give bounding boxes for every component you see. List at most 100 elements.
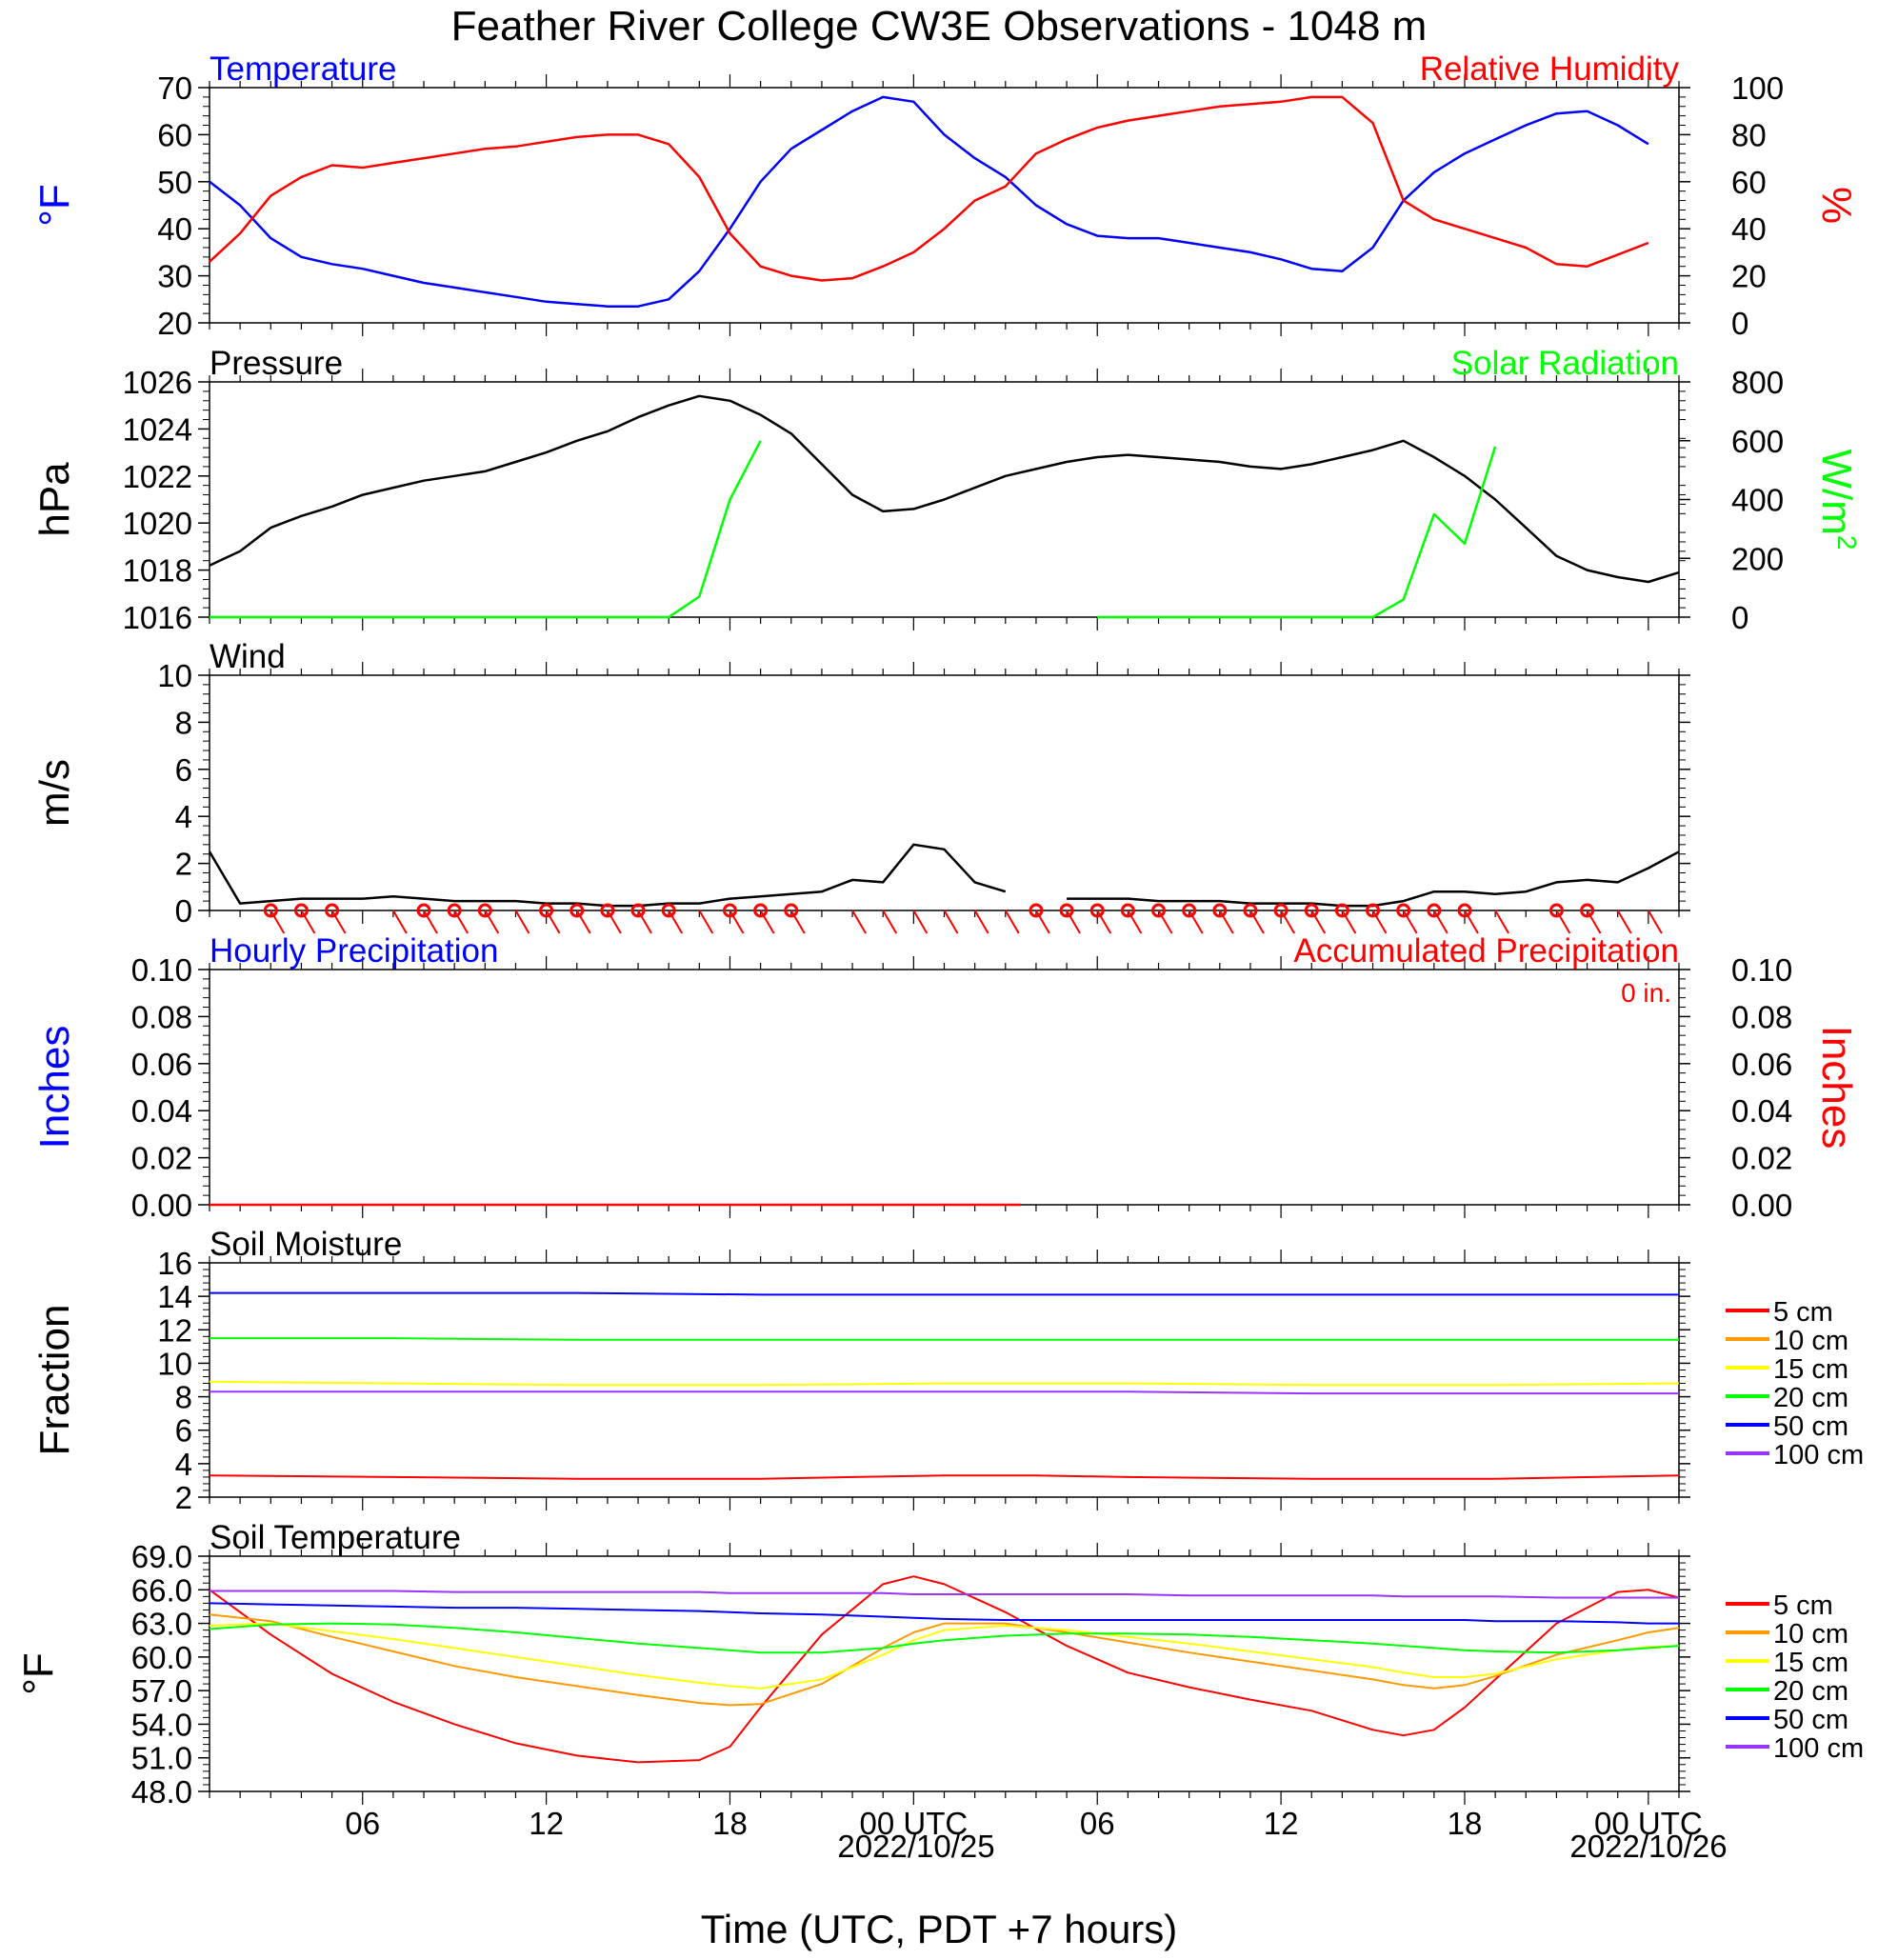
- wind-barb: [668, 910, 684, 934]
- calm-wind-circle: [263, 903, 278, 918]
- wind-barb: [1157, 910, 1173, 934]
- wind-barb: [1341, 910, 1357, 934]
- soil_moisture-left-title: Soil Moisture: [210, 1226, 402, 1263]
- calm-wind-circle: [661, 903, 676, 918]
- soil_temperature-ytick-label: 69.0: [131, 1539, 192, 1574]
- pressure-ylabel: hPa: [31, 462, 78, 537]
- x-tick-label: 12: [1264, 1806, 1299, 1841]
- temperature-series-blue: [209, 95, 1649, 308]
- wind-barb: [1432, 910, 1448, 934]
- precipitation-ytick-label: 0.08: [131, 999, 192, 1034]
- legend-label: 15 cm: [1773, 1648, 1848, 1678]
- precipitation-left-title: Hourly Precipitation: [210, 932, 498, 970]
- wind-barb: [729, 910, 745, 934]
- wind-barb: [1188, 910, 1204, 934]
- legend-label: 10 cm: [1773, 1619, 1848, 1650]
- legend-label: 20 cm: [1773, 1383, 1848, 1413]
- temperature-ytick-label: 30: [157, 259, 192, 294]
- soil_temperature-series-red: [209, 1575, 1680, 1764]
- calm-wind-circle: [325, 903, 340, 918]
- soil_temperature-ylabel: °F: [15, 1652, 62, 1694]
- pressure-series-green: [210, 440, 1497, 619]
- soil_moisture-series-red: [209, 1474, 1680, 1480]
- legend-label: 5 cm: [1773, 1297, 1833, 1328]
- temperature-ytick-label: 60: [157, 117, 192, 152]
- temperature-y2label: %: [1813, 187, 1860, 224]
- precipitation-y2label-text: Inches: [1813, 1026, 1860, 1150]
- soil_moisture-ytick-label: 14: [157, 1279, 192, 1314]
- x-tick-label: 12: [529, 1806, 564, 1841]
- calm-wind-circle: [753, 903, 769, 918]
- pressure-ytick-label: 1020: [123, 506, 192, 541]
- soil_temperature-series-green: [209, 1622, 1680, 1654]
- wind-barb: [1402, 910, 1418, 934]
- calm-wind-circle: [1089, 903, 1105, 918]
- pressure-y2tick-label: 200: [1731, 541, 1784, 576]
- wind-barb: [851, 910, 867, 934]
- wind-barb: [270, 910, 286, 934]
- soil_moisture-ytick-label: 16: [157, 1246, 192, 1281]
- wind-barb: [1249, 910, 1265, 934]
- wind-barb: [759, 910, 775, 934]
- wind-ylabel: m/s: [31, 759, 78, 827]
- wind-barb: [912, 910, 929, 934]
- calm-wind-circle: [630, 903, 646, 918]
- date-label-2: 2022/10/26: [1569, 1829, 1727, 1864]
- pressure-y2tick-label: 400: [1731, 483, 1784, 518]
- wind-barb: [1647, 910, 1663, 934]
- calm-wind-circle: [1334, 903, 1349, 918]
- wind-ytick-label: 8: [175, 705, 192, 740]
- temperature-left-title: Temperature: [210, 50, 396, 88]
- precipitation-ytick-label: 0.10: [131, 952, 192, 988]
- temperature-y2label-text: %: [1813, 187, 1860, 224]
- wind-barb: [1035, 910, 1050, 934]
- temperature-ytick-label: 50: [157, 165, 192, 200]
- temperature-ytick-label: 40: [157, 211, 192, 247]
- x-axis-label: Time (UTC, PDT +7 hours): [701, 1907, 1178, 1951]
- wind-barb: [1218, 910, 1234, 934]
- pressure-ytick-label: 1024: [123, 411, 192, 447]
- soil_moisture-ytick-label: 12: [157, 1312, 192, 1348]
- temperature-ytick-label: 20: [157, 306, 192, 341]
- pressure-y2tick-label: 600: [1731, 424, 1784, 459]
- soil_temperature-series-orange: [209, 1613, 1680, 1707]
- calm-wind-circle: [477, 903, 492, 918]
- date-label-1: 2022/10/25: [837, 1829, 994, 1864]
- wind-barb: [882, 910, 898, 934]
- calm-wind-circle: [1151, 903, 1167, 918]
- calm-wind-circle: [1212, 903, 1228, 918]
- panel-precipitation: 0.00 0.02 0.04 0.06 0.08 0.10 0.00 0.02 0.04 0.06…: [31, 932, 1860, 1223]
- pressure-ytick-label: 1026: [123, 365, 192, 400]
- x-tick-label: 18: [1448, 1806, 1483, 1841]
- calm-wind-circle: [784, 903, 799, 918]
- x-tick-label: 18: [712, 1806, 748, 1841]
- calm-wind-circle: [1273, 903, 1289, 918]
- wind-barb: [1310, 910, 1327, 934]
- pressure-y2tick-label: 800: [1731, 365, 1784, 400]
- calm-wind-circle: [416, 903, 431, 918]
- precipitation-right-title: Accumulated Precipitation: [1293, 932, 1679, 970]
- wind-barb: [484, 910, 500, 934]
- calm-wind-circle: [1457, 903, 1472, 918]
- calm-wind-circle: [1366, 903, 1381, 918]
- wind-barb: [637, 910, 652, 934]
- pressure-ytick-label: 1018: [123, 553, 192, 589]
- calm-wind-circle: [1580, 903, 1595, 918]
- legend-label: 20 cm: [1773, 1676, 1848, 1707]
- calm-wind-circle: [1396, 903, 1411, 918]
- soil_temperature-ytick-label: 60.0: [131, 1640, 192, 1675]
- wind-ytick-label: 0: [175, 893, 192, 929]
- soil_moisture-series-purple: [210, 1390, 1679, 1395]
- soil_moisture-ytick-label: 2: [175, 1480, 192, 1515]
- wind-series-black: [208, 843, 1680, 908]
- precipitation-y2tick-label: 0.06: [1731, 1047, 1792, 1082]
- x-tick-label: 00 UTC: [1594, 1806, 1703, 1841]
- wind-barb: [1464, 910, 1479, 934]
- wind-barb: [392, 910, 408, 934]
- precipitation-ytick-label: 0.02: [131, 1141, 192, 1176]
- wind-ytick-label: 2: [175, 847, 192, 882]
- precipitation-ytick-label: 0.04: [131, 1093, 192, 1129]
- soil_temperature-series-purple: [210, 1590, 1679, 1599]
- panel-soil_temperature: 48.051.054.057.060.063.066.069.0 Soil Tem…: [15, 1519, 1864, 1810]
